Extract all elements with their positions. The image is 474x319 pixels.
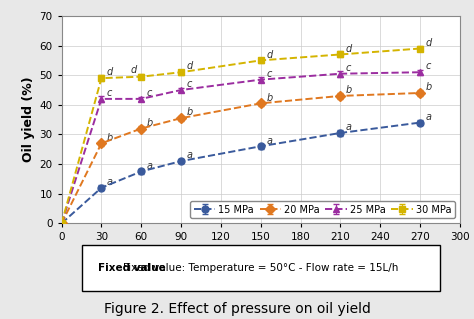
Text: b: b	[107, 132, 113, 143]
Text: Fixed value: Fixed value	[98, 263, 166, 273]
Text: a: a	[266, 136, 272, 145]
Text: c: c	[187, 79, 192, 89]
Text: c: c	[346, 63, 351, 73]
Y-axis label: Oil yield (%): Oil yield (%)	[22, 77, 35, 162]
Text: b: b	[346, 85, 352, 95]
Text: d: d	[426, 38, 432, 48]
Legend: 15 MPa, 20 MPa, 25 MPa, 30 MPa: 15 MPa, 20 MPa, 25 MPa, 30 MPa	[190, 201, 455, 219]
Text: a: a	[187, 150, 192, 160]
Text: d: d	[130, 64, 137, 75]
Text: b: b	[187, 108, 193, 117]
Text: a: a	[346, 122, 352, 132]
Text: c: c	[266, 69, 272, 79]
Text: b: b	[426, 82, 432, 92]
Text: a: a	[147, 161, 153, 171]
Text: a: a	[107, 177, 113, 187]
Text: b: b	[147, 118, 153, 128]
Text: c: c	[147, 88, 152, 98]
FancyBboxPatch shape	[82, 245, 440, 291]
Text: c: c	[107, 88, 112, 98]
Text: Fixed value: Temperature = 50°C - Flow rate = 15L/h: Fixed value: Temperature = 50°C - Flow r…	[123, 263, 398, 273]
Text: d: d	[346, 44, 352, 54]
Text: d: d	[107, 67, 113, 78]
Text: Figure 2. Effect of pressure on oil yield: Figure 2. Effect of pressure on oil yiel…	[103, 302, 371, 316]
Text: d: d	[187, 62, 193, 71]
Text: b: b	[266, 93, 273, 102]
Text: a: a	[426, 112, 431, 122]
X-axis label: Time (mins): Time (mins)	[219, 247, 302, 259]
Text: d: d	[266, 49, 273, 60]
Text: c: c	[426, 62, 431, 71]
